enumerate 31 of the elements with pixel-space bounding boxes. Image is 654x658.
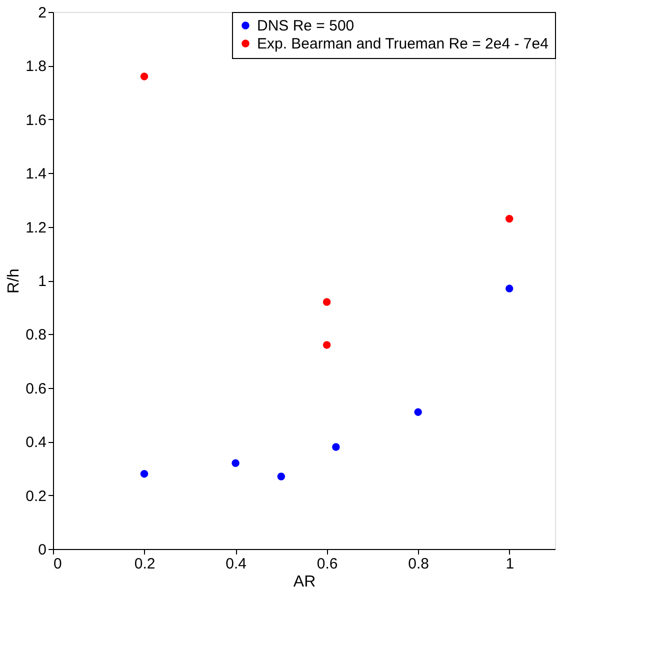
y-tick-label: 0.2 (26, 488, 46, 505)
x-tick-label: 0.8 (408, 556, 430, 572)
point (277, 472, 286, 480)
point (322, 341, 331, 349)
y-tick-label: 0.8 (26, 326, 46, 344)
x-tick-label: 1 (506, 556, 514, 572)
point (140, 470, 148, 478)
y-tick-label: 1.4 (26, 166, 46, 183)
y-axis-title: R/h (6, 268, 23, 294)
y-tick-label: 1.6 (26, 112, 46, 129)
point (140, 72, 148, 80)
y-tick-label: 1 (38, 273, 46, 290)
point (505, 284, 514, 292)
x-tick-label: 0.2 (134, 556, 156, 572)
y-tick-label: 1.2 (26, 219, 46, 236)
point (232, 459, 240, 467)
x-axis-title: AR (293, 574, 316, 590)
y-tick-label: 2 (38, 4, 46, 22)
y-tick-label: 1.8 (26, 58, 46, 76)
point (332, 443, 340, 451)
y-tick-label: 0 (38, 542, 46, 558)
y-tick-label: 0.6 (26, 380, 46, 398)
legend-label: DNS Re = 500 (257, 18, 354, 34)
point (414, 408, 422, 416)
y-tick-label: 0.4 (26, 434, 46, 452)
legend-label: Exp. Bearman and Trueman Re = 2e4 - 7e4 (257, 36, 548, 52)
point (322, 298, 331, 306)
x-tick-label: 0.6 (316, 556, 338, 572)
x-tick-label: 0.4 (226, 556, 246, 572)
x-tick-label: 0 (54, 556, 62, 572)
point (505, 214, 514, 223)
